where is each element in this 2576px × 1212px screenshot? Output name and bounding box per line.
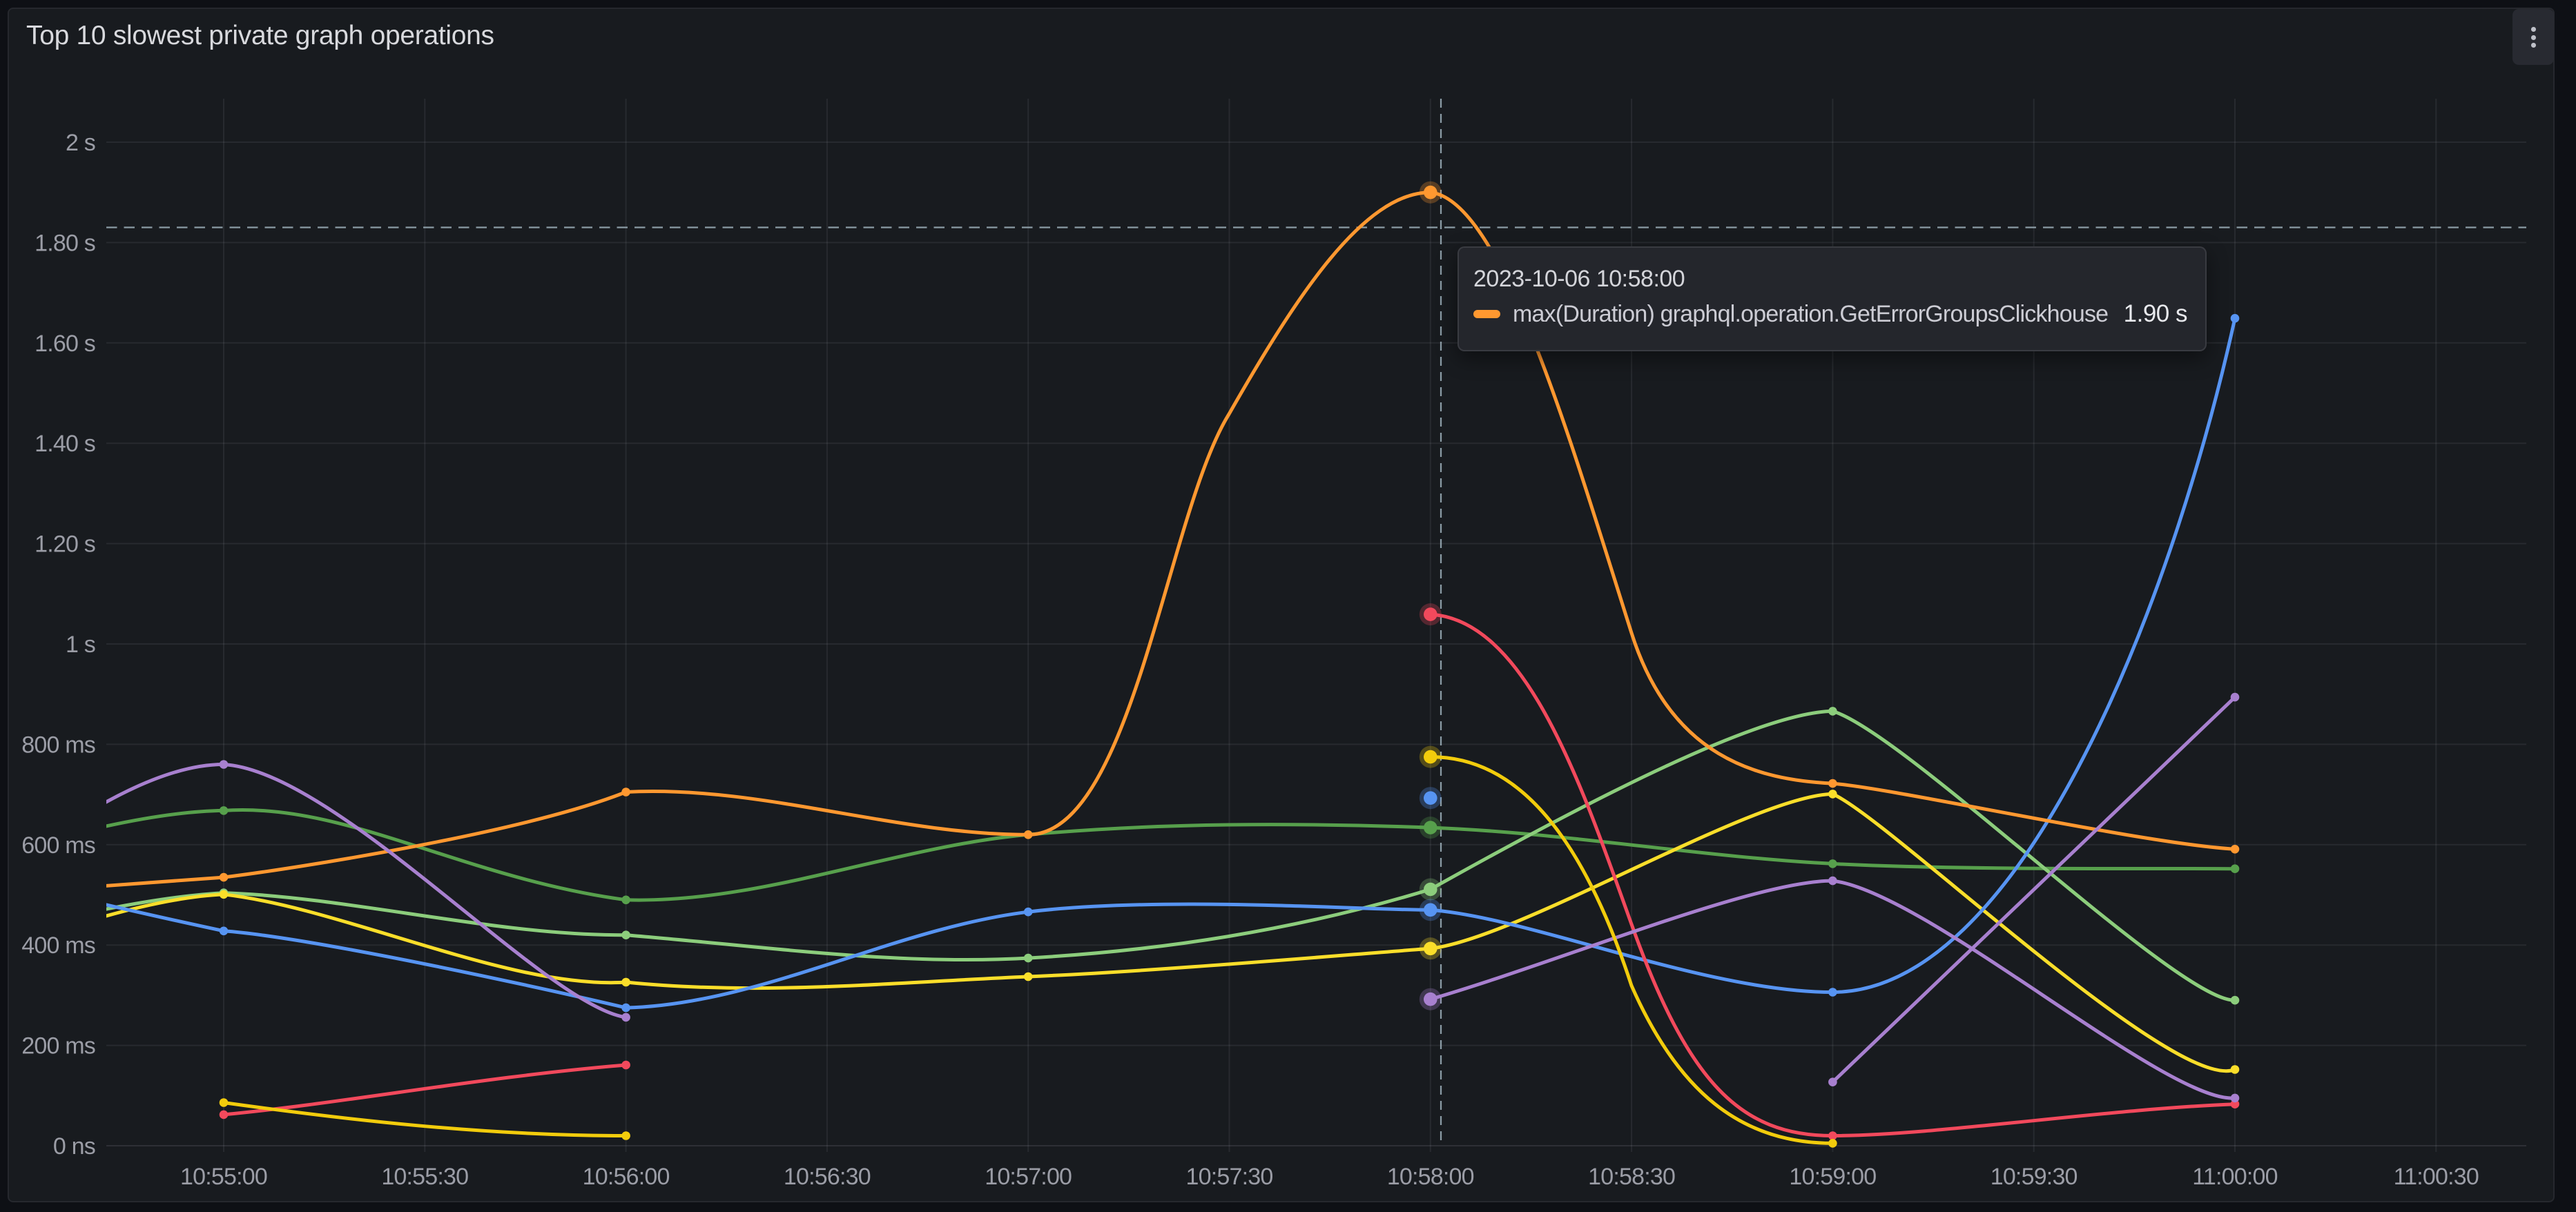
svg-text:10:58:00: 10:58:00 [1387,1164,1474,1190]
svg-text:10:57:30: 10:57:30 [1186,1164,1273,1190]
svg-text:600 ms: 600 ms [21,832,95,859]
svg-text:1.80 s: 1.80 s [35,230,95,256]
svg-text:1.20 s: 1.20 s [35,531,95,558]
svg-text:10:55:00: 10:55:00 [180,1164,267,1190]
svg-text:10:56:00: 10:56:00 [583,1164,670,1190]
svg-text:10:57:00: 10:57:00 [985,1164,1072,1190]
svg-text:11:00:00: 11:00:00 [2192,1164,2277,1190]
svg-text:1.60 s: 1.60 s [35,331,95,357]
svg-text:11:00:30: 11:00:30 [2394,1164,2479,1190]
svg-text:200 ms: 200 ms [21,1033,95,1059]
svg-text:10:55:30: 10:55:30 [381,1164,468,1190]
svg-text:10:58:30: 10:58:30 [1588,1164,1675,1190]
svg-text:1 s: 1 s [66,632,95,658]
svg-text:10:56:30: 10:56:30 [784,1164,871,1190]
svg-text:1.40 s: 1.40 s [35,431,95,457]
svg-text:10:59:00: 10:59:00 [1789,1164,1876,1190]
svg-text:800 ms: 800 ms [21,732,95,758]
svg-text:400 ms: 400 ms [21,932,95,959]
svg-text:10:59:30: 10:59:30 [1991,1164,2078,1190]
svg-text:0 ns: 0 ns [53,1133,95,1160]
svg-text:2 s: 2 s [66,130,95,156]
